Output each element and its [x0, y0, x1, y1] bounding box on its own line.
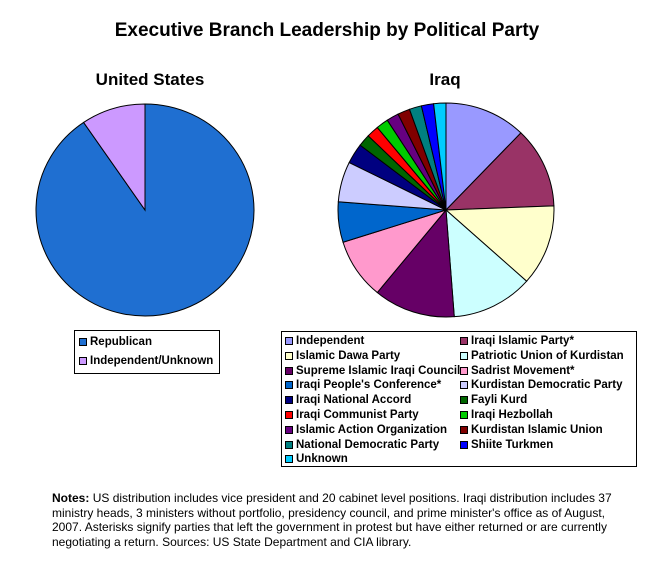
iraq-legend-item-kurdistan-democratic-party: Kurdistan Democratic Party — [460, 378, 622, 392]
iraq-legend-label: Supreme Islamic Iraqi Council — [296, 364, 461, 377]
iraq-legend-swatch — [460, 425, 468, 434]
iraq-slice-independent — [445, 102, 522, 212]
iraq-legend-label: Islamic Dawa Party — [296, 349, 401, 362]
us-legend-label: Republican — [90, 336, 152, 348]
iraq-legend-swatch — [460, 396, 468, 405]
iraq-legend-swatch — [285, 381, 293, 390]
iraq-slice-unknown — [433, 102, 447, 211]
iraq-slice-islamic-dawa-party — [444, 205, 555, 282]
iraq-legend-swatch — [460, 381, 468, 390]
iraq-legend-swatch — [285, 337, 293, 345]
iraq-legend-item-iraqi-national-accord: Iraqi National Accord — [285, 393, 411, 407]
iraq-slice-supreme-islamic-iraqi-council — [376, 208, 455, 318]
iraq-legend-swatch — [460, 337, 468, 345]
us-legend-swatch — [79, 357, 87, 365]
iraq-legend-item-sadrist-movement: Sadrist Movement* — [460, 364, 575, 378]
iraq-legend-item-supreme-islamic-iraqi-council: Supreme Islamic Iraqi Council — [285, 364, 460, 378]
iraq-legend-swatch — [460, 366, 468, 375]
us-legend: Republican Independent/Unknown — [74, 330, 220, 374]
iraq-legend-label: Unknown — [296, 453, 348, 466]
iraq-legend-swatch — [460, 411, 468, 419]
iraq-legend: Independent Iraqi Islamic Party* Islamic D… — [281, 331, 637, 467]
iraq-legend-item-iraqi-communist-party: Iraqi Communist Party — [285, 408, 419, 422]
iraq-legend-item-kurdistan-islamic-union: Kurdistan Islamic Union — [460, 423, 603, 437]
us-legend-label: Independent/Unknown — [90, 355, 214, 367]
iraq-legend-swatch — [285, 396, 293, 405]
iraq-legend-item-iraqi-islamic-party: Iraqi Islamic Party* — [460, 334, 574, 348]
us-chart-title: United States — [95, 70, 205, 89]
iraq-legend-label: Iraqi Hezbollah — [471, 409, 553, 421]
iraq-legend-item-patriotic-union-of-kurdistan: Patriotic Union of Kurdistan — [460, 349, 624, 363]
iraq-legend-swatch — [460, 351, 468, 360]
iraq-legend-swatch — [285, 411, 293, 419]
iraq-legend-label: Iraqi Islamic Party* — [471, 335, 574, 347]
us-legend-swatch — [79, 338, 87, 346]
iraq-legend-item-iraqi-people-s-conference: Iraqi People's Conference* — [285, 378, 441, 392]
iraq-legend-label: Independent — [296, 335, 365, 347]
iraq-slice-patriotic-union-of-kurdistan — [445, 208, 528, 318]
us-legend-item-independent-unknown: Independent/Unknown — [79, 354, 213, 368]
page-title: Executive Branch Leadership by Political… — [114, 20, 540, 41]
iraq-legend-item-national-democratic-party: National Democratic Party — [285, 438, 439, 452]
us-legend-item-republican: Republican — [79, 335, 152, 349]
iraq-legend-swatch — [285, 351, 293, 360]
iraq-legend-label: Islamic Action Organization — [296, 423, 448, 436]
iraq-legend-item-fayli-kurd: Fayli Kurd — [460, 393, 527, 407]
iraq-legend-label: Shiite Turkmen — [471, 438, 554, 451]
iraq-legend-label: Iraqi People's Conference* — [296, 379, 442, 392]
iraq-legend-label: Sadrist Movement* — [471, 364, 575, 377]
iraq-legend-item-iraqi-hezbollah: Iraqi Hezbollah — [460, 408, 553, 422]
us-slice-independent-unknown — [82, 103, 146, 212]
notes-label: Notes: — [52, 491, 90, 505]
iraq-legend-swatch — [285, 425, 293, 434]
iraq-legend-swatch — [460, 440, 468, 449]
iraq-legend-label: Fayli Kurd — [471, 394, 528, 407]
iraq-legend-item-islamic-action-organization: Islamic Action Organization — [285, 423, 447, 437]
notes: Notes: US distribution includes vice pre… — [52, 491, 632, 549]
iraq-legend-item-independent: Independent — [285, 334, 364, 348]
notes-text: US distribution includes vice president … — [52, 491, 612, 549]
iraq-legend-label: National Democratic Party — [296, 438, 440, 451]
iraq-legend-item-islamic-dawa-party: Islamic Dawa Party — [285, 349, 400, 363]
iraq-legend-item-unknown: Unknown — [285, 452, 348, 466]
iraq-legend-label: Iraqi National Accord — [296, 394, 412, 407]
iraq-legend-label: Iraqi Communist Party — [296, 409, 419, 421]
iraq-legend-label: Kurdistan Islamic Union — [471, 423, 603, 436]
iraq-legend-item-shiite-turkmen: Shiite Turkmen — [460, 438, 553, 452]
iraq-chart-title: Iraq — [429, 70, 461, 89]
iraq-legend-swatch — [285, 440, 293, 449]
iraq-legend-label: Kurdistan Democratic Party — [471, 379, 623, 392]
iraq-legend-label: Patriotic Union of Kurdistan — [471, 349, 624, 362]
iraq-legend-swatch — [285, 366, 293, 375]
iraq-slice-iraqi-islamic-party — [444, 132, 555, 211]
iraq-legend-swatch — [285, 455, 293, 464]
